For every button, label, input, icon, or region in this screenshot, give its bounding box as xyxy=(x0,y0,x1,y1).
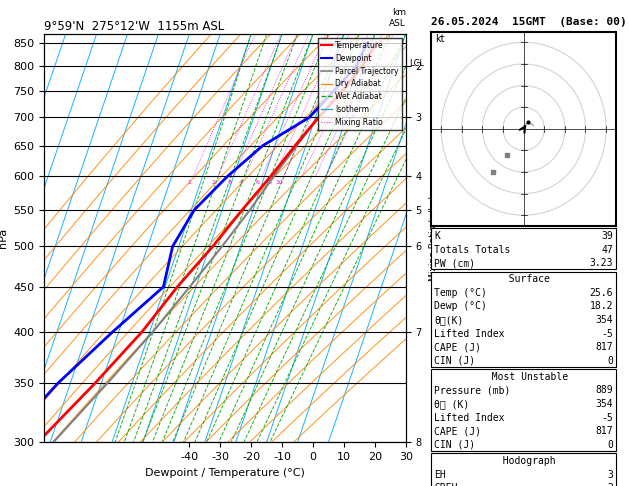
Legend: Temperature, Dewpoint, Parcel Trajectory, Dry Adiabat, Wet Adiabat, Isotherm, Mi: Temperature, Dewpoint, Parcel Trajectory… xyxy=(318,38,402,130)
Text: 39: 39 xyxy=(601,231,613,241)
Text: kt: kt xyxy=(435,35,445,44)
Text: -5: -5 xyxy=(601,413,613,423)
Text: 2: 2 xyxy=(608,483,613,486)
Text: 817: 817 xyxy=(596,342,613,352)
Text: 4: 4 xyxy=(239,180,243,185)
X-axis label: Dewpoint / Temperature (°C): Dewpoint / Temperature (°C) xyxy=(145,468,305,478)
Text: Mixing Ratio (g/kg): Mixing Ratio (g/kg) xyxy=(429,195,438,281)
Text: 354: 354 xyxy=(596,315,613,325)
Text: Hodograph: Hodograph xyxy=(491,456,556,466)
Text: 3: 3 xyxy=(608,469,613,480)
Text: LCL: LCL xyxy=(409,59,425,69)
Text: Pressure (mb): Pressure (mb) xyxy=(434,385,510,396)
Text: 889: 889 xyxy=(596,385,613,396)
Text: θᴇ (K): θᴇ (K) xyxy=(434,399,469,409)
Text: Totals Totals: Totals Totals xyxy=(434,244,510,255)
Text: Most Unstable: Most Unstable xyxy=(479,372,568,382)
Text: Surface: Surface xyxy=(497,274,550,284)
Text: Lifted Index: Lifted Index xyxy=(434,413,504,423)
Text: 817: 817 xyxy=(596,426,613,436)
Text: Lifted Index: Lifted Index xyxy=(434,329,504,339)
Text: 9°59'N  275°12'W  1155m ASL: 9°59'N 275°12'W 1155m ASL xyxy=(44,20,225,33)
Text: 25.6: 25.6 xyxy=(590,288,613,298)
Text: CIN (J): CIN (J) xyxy=(434,356,475,366)
Text: 10: 10 xyxy=(276,180,283,185)
Text: Dewp (°C): Dewp (°C) xyxy=(434,301,487,312)
Text: 1: 1 xyxy=(187,180,191,185)
Text: EH: EH xyxy=(434,469,446,480)
Text: K: K xyxy=(434,231,440,241)
Text: CIN (J): CIN (J) xyxy=(434,440,475,450)
Text: -5: -5 xyxy=(601,329,613,339)
Text: 6: 6 xyxy=(255,180,259,185)
Text: 354: 354 xyxy=(596,399,613,409)
Text: PW (cm): PW (cm) xyxy=(434,258,475,268)
Text: Temp (°C): Temp (°C) xyxy=(434,288,487,298)
Text: 0: 0 xyxy=(608,356,613,366)
Text: km
ASL: km ASL xyxy=(389,8,406,28)
Text: SREH: SREH xyxy=(434,483,457,486)
Text: 47: 47 xyxy=(601,244,613,255)
Text: CAPE (J): CAPE (J) xyxy=(434,342,481,352)
Text: 18.2: 18.2 xyxy=(590,301,613,312)
Text: CAPE (J): CAPE (J) xyxy=(434,426,481,436)
Text: 3.23: 3.23 xyxy=(590,258,613,268)
Text: © weatheronline.co.uk: © weatheronline.co.uk xyxy=(431,474,543,484)
Text: θᴇ(K): θᴇ(K) xyxy=(434,315,464,325)
Text: 8: 8 xyxy=(267,180,272,185)
Text: 0: 0 xyxy=(608,440,613,450)
Text: 3: 3 xyxy=(227,180,231,185)
Text: 2: 2 xyxy=(212,180,216,185)
Y-axis label: hPa: hPa xyxy=(0,228,8,248)
Text: 26.05.2024  15GMT  (Base: 00): 26.05.2024 15GMT (Base: 00) xyxy=(431,17,626,27)
